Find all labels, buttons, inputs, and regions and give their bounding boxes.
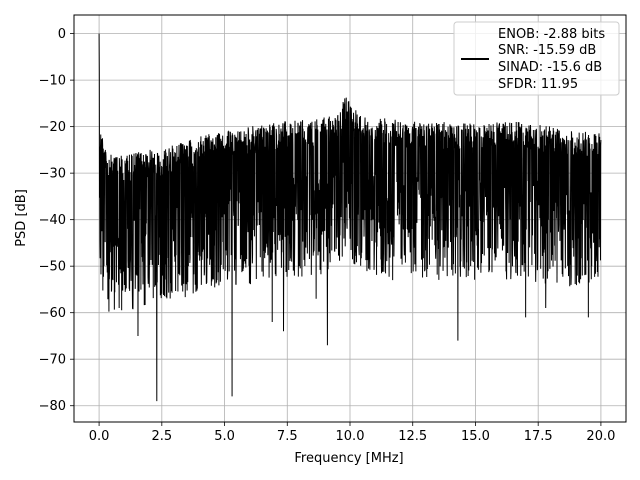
x-tick-label: 7.5 — [277, 429, 298, 444]
y-tick-label: −20 — [39, 120, 66, 135]
legend-entry-enob: ENOB: -2.88 bits — [498, 27, 605, 42]
legend-entry-sfdr: SFDR: 11.95 — [498, 77, 578, 92]
x-tick-label: 17.5 — [524, 429, 553, 444]
legend: ENOB: -2.88 bits SNR: -15.59 dB SINAD: -… — [453, 21, 620, 96]
plot-area — [98, 33, 602, 402]
y-axis-label: PSD [dB] — [14, 189, 29, 247]
x-tick-label: 5.0 — [214, 429, 235, 444]
legend-box — [453, 21, 620, 96]
x-tick-label: 10.0 — [336, 429, 365, 444]
psd-series-line — [98, 33, 602, 402]
x-tick-label: 2.5 — [151, 429, 172, 444]
y-tick-label: 0 — [58, 27, 66, 42]
x-axis-ticks: 0.0 2.5 5.0 7.5 10.0 12.5 15.0 17.5 20.0 — [89, 422, 615, 444]
y-tick-label: −10 — [39, 74, 66, 89]
y-tick-label: −40 — [39, 213, 66, 228]
x-tick-label: 12.5 — [398, 429, 427, 444]
x-tick-label: 20.0 — [586, 429, 615, 444]
y-tick-label: −80 — [39, 399, 66, 414]
y-tick-label: −30 — [39, 167, 66, 182]
x-tick-label: 15.0 — [461, 429, 490, 444]
y-axis-ticks: 0 −10 −20 −30 −40 −50 −60 −70 −80 — [39, 27, 74, 414]
legend-entry-sinad: SINAD: -15.6 dB — [498, 60, 602, 75]
x-axis-label: Frequency [MHz] — [294, 451, 403, 466]
y-tick-label: −60 — [39, 306, 66, 321]
legend-entry-snr: SNR: -15.59 dB — [498, 43, 596, 58]
y-tick-label: −70 — [39, 353, 66, 368]
y-tick-label: −50 — [39, 260, 66, 275]
x-tick-label: 0.0 — [89, 429, 110, 444]
